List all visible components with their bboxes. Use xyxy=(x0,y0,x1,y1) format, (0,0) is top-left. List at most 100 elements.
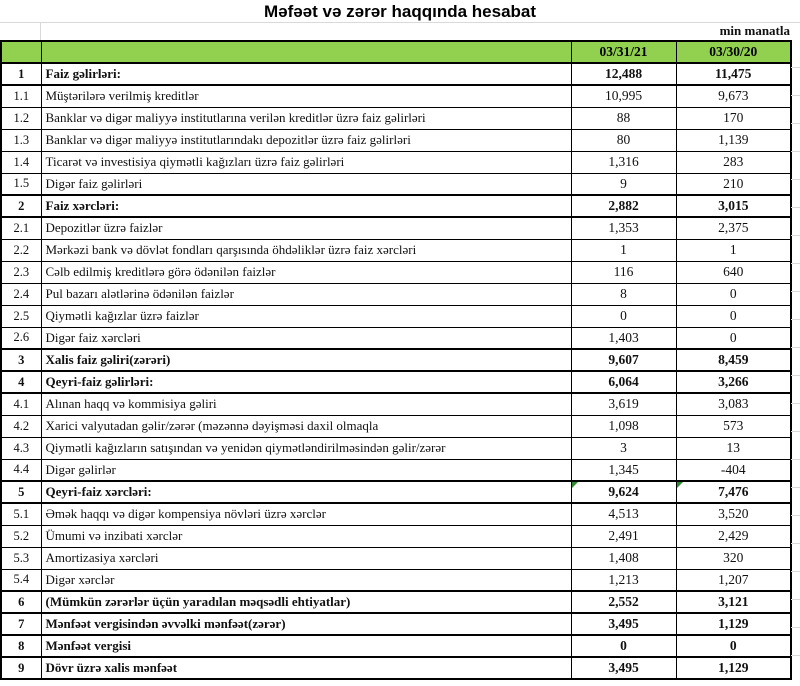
value-cell-2021: 116 xyxy=(570,260,677,284)
value-cell-2020: 1,129 xyxy=(675,656,792,680)
value-cell-2021: 1,316 xyxy=(570,150,677,174)
table-row: 1.3 Banklar və digər maliyyə institutları… xyxy=(0,128,792,152)
spreadsheet-gridlines-strip xyxy=(791,40,800,678)
value-cell-2021: 2,491 xyxy=(570,524,677,548)
table-row: 2.6 Digər faiz xərcləri 1,403 0 xyxy=(0,326,792,350)
table-row: 4.1 Alınan haqq və kommisiya gəliri 3,619 3… xyxy=(0,392,792,416)
row-label-cell: Amortizasiya xərcləri xyxy=(40,546,572,570)
header-row: 03/31/21 03/30/20 xyxy=(0,40,792,64)
value-cell-2020: 1,139 xyxy=(675,128,792,152)
row-label-cell: Cəlb edilmiş kreditlərə görə ödənilən fa… xyxy=(40,260,572,284)
row-number-cell: 5.4 xyxy=(0,568,42,592)
row-label-cell: Xalis faiz gəliri(zərəri) xyxy=(40,348,572,372)
value-cell-2020: 210 xyxy=(675,172,792,196)
value-cell-2021: 80 xyxy=(570,128,677,152)
value-cell-2021: 2,552 xyxy=(570,590,677,614)
value-cell-2020: 573 xyxy=(675,414,792,438)
table-row: 2.2 Mərkəzi bank və dövlət fondları qarşı… xyxy=(0,238,792,262)
row-number-cell: 2 xyxy=(0,194,42,218)
row-label-cell: Müştərilərə verilmiş kreditlər xyxy=(40,84,572,108)
table-row: 6 (Mümkün zərərlər üçün yaradılan məqsədl… xyxy=(0,590,792,614)
row-label-cell: Faiz xərcləri: xyxy=(40,194,572,218)
value-cell-2021: 12,488 xyxy=(570,62,677,86)
row-number-cell: 1.4 xyxy=(0,150,42,174)
value-cell-2021: 1,408 xyxy=(570,546,677,570)
row-number-cell: 4.1 xyxy=(0,392,42,416)
header-col-2021: 03/31/21 xyxy=(570,40,677,64)
row-number-cell: 1.2 xyxy=(0,106,42,130)
row-label-cell: Pul bazarı alətlərinə ödənilən faizlər xyxy=(40,282,572,306)
row-label-cell: Qiymətli kağızların satışından və yenidə… xyxy=(40,436,572,460)
row-label-cell: Əmək haqqı və digər kompensiya növləri ü… xyxy=(40,502,572,526)
row-label-cell: Alınan haqq və kommisiya gəliri xyxy=(40,392,572,416)
value-cell-2021: 1,353 xyxy=(570,216,677,240)
table-row: 4.4 Digər gəlirlər 1,345 -404 xyxy=(0,458,792,482)
row-label-cell: Banklar və digər maliyyə institutlarına … xyxy=(40,106,572,130)
table-row: 2.1 Depozitlər üzrə faizlər 1,353 2,375 xyxy=(0,216,792,240)
value-cell-2020: 3,520 xyxy=(675,502,792,526)
value-cell-2020: 640 xyxy=(675,260,792,284)
row-label-cell: Dövr üzrə xalis mənfəət xyxy=(40,656,572,680)
table-row: 1.1 Müştərilərə verilmiş kreditlər 10,995 9… xyxy=(0,84,792,108)
value-cell-2020: 7,476 xyxy=(675,480,792,504)
value-cell-2020: 1 xyxy=(675,238,792,262)
row-label-cell: Digər xərclər xyxy=(40,568,572,592)
table-row: 1 Faiz gəlirləri: 12,488 11,475 xyxy=(0,62,792,86)
table-row: 2.4 Pul bazarı alətlərinə ödənilən faizlə… xyxy=(0,282,792,306)
value-cell-2020: 1,207 xyxy=(675,568,792,592)
row-label-cell: Mənfəət vergisindən əvvəlki mənfəət(zərə… xyxy=(40,612,572,636)
value-cell-2021: 88 xyxy=(570,106,677,130)
value-cell-2020: 2,429 xyxy=(675,524,792,548)
top-gridline-horizontal xyxy=(0,22,800,23)
unit-note: min manatla xyxy=(719,23,790,38)
row-label-cell: Faiz gəlirləri: xyxy=(40,62,572,86)
row-label-cell: Depozitlər üzrə faizlər xyxy=(40,216,572,240)
value-cell-2021: 9 xyxy=(570,172,677,196)
table-row: 7 Mənfəət vergisindən əvvəlki mənfəət(zər… xyxy=(0,612,792,636)
row-label-cell: Banklar və digər maliyyə institutlarında… xyxy=(40,128,572,152)
value-cell-2020: 170 xyxy=(675,106,792,130)
row-label-cell: Qeyri-faiz xərcləri: xyxy=(40,480,572,504)
value-cell-2020: -404 xyxy=(675,458,792,482)
table-row: 4 Qeyri-faiz gəlirləri: 6,064 3,266 xyxy=(0,370,792,394)
row-number-cell: 2.5 xyxy=(0,304,42,328)
value-cell-2021: 3 xyxy=(570,436,677,460)
row-number-cell: 8 xyxy=(0,634,42,658)
table-row: 4.2 Xarici valyutadan gəlir/zərər (məzənn… xyxy=(0,414,792,438)
row-label-cell: Ticarət və investisiya qiymətli kağızlar… xyxy=(40,150,572,174)
value-cell-2021: 1,345 xyxy=(570,458,677,482)
value-cell-2021: 3,495 xyxy=(570,612,677,636)
table-row: 8 Mənfəət vergisi 0 0 xyxy=(0,634,792,658)
table-row: 1.4 Ticarət və investisiya qiymətli kağız… xyxy=(0,150,792,174)
table-row: 5.3 Amortizasiya xərcləri 1,408 320 xyxy=(0,546,792,570)
row-label-cell: Digər gəlirlər xyxy=(40,458,572,482)
table-row: 1.5 Digər faiz gəlirləri 9 210 xyxy=(0,172,792,196)
row-number-cell: 5 xyxy=(0,480,42,504)
value-cell-2021: 9,624 xyxy=(570,480,677,504)
row-number-cell: 2.2 xyxy=(0,238,42,262)
value-cell-2020: 2,375 xyxy=(675,216,792,240)
value-cell-2020: 283 xyxy=(675,150,792,174)
row-number-cell: 1.1 xyxy=(0,84,42,108)
row-label-cell: Mənfəət vergisi xyxy=(40,634,572,658)
row-number-cell: 6 xyxy=(0,590,42,614)
header-cell-row-number xyxy=(0,40,42,64)
row-number-cell: 1.5 xyxy=(0,172,42,196)
table-row: 4.3 Qiymətli kağızların satışından və yen… xyxy=(0,436,792,460)
row-number-cell: 7 xyxy=(0,612,42,636)
value-cell-2020: 0 xyxy=(675,634,792,658)
value-cell-2020: 320 xyxy=(675,546,792,570)
header-cell-description xyxy=(40,40,572,64)
table-row: 5.2 Ümumi və inzibati xərclər 2,491 2,429 xyxy=(0,524,792,548)
value-cell-2020: 3,266 xyxy=(675,370,792,394)
row-number-cell: 3 xyxy=(0,348,42,372)
profit-loss-table: 03/31/21 03/30/20 1 Faiz gəlirləri: 12,488… xyxy=(0,40,792,680)
row-number-cell: 2.6 xyxy=(0,326,42,350)
row-number-cell: 5.3 xyxy=(0,546,42,570)
value-cell-2021: 1,403 xyxy=(570,326,677,350)
table-row: 2 Faiz xərcləri: 2,882 3,015 xyxy=(0,194,792,218)
row-label-cell: Digər faiz xərcləri xyxy=(40,326,572,350)
row-number-cell: 5.2 xyxy=(0,524,42,548)
value-cell-2020: 0 xyxy=(675,282,792,306)
table-row: 5.1 Əmək haqqı və digər kompensiya növlər… xyxy=(0,502,792,526)
